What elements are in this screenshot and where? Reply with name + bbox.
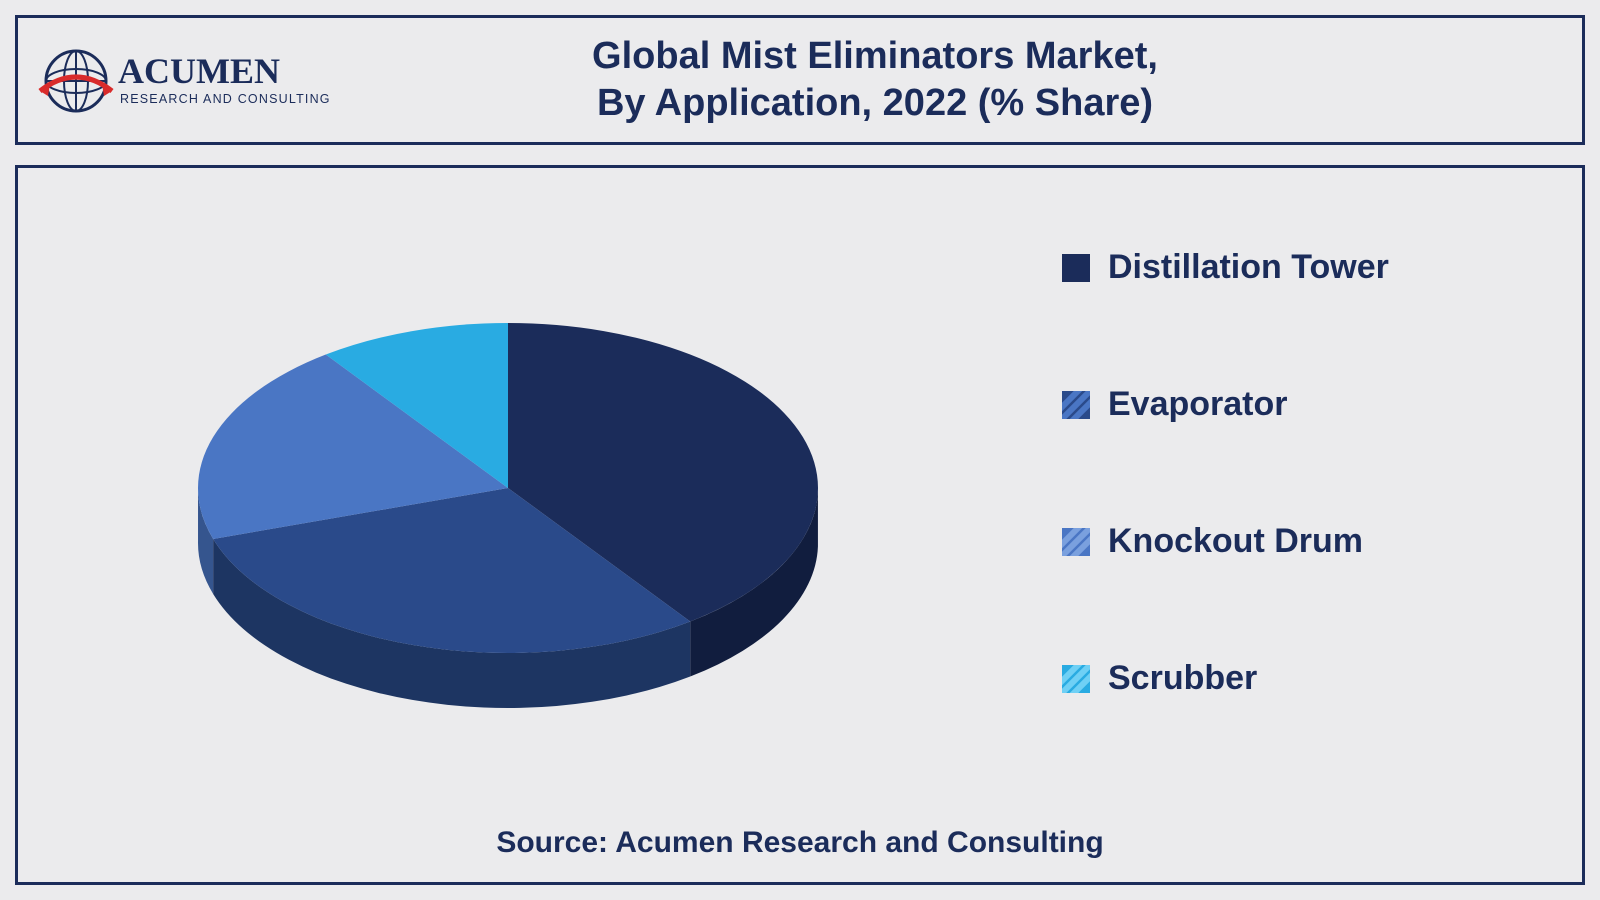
title-line-1: Global Mist Eliminators Market, [348, 33, 1402, 81]
title-line-2: By Application, 2022 (% Share) [348, 80, 1402, 128]
legend-swatch-icon [1062, 391, 1090, 419]
chart-title: Global Mist Eliminators Market, By Appli… [348, 33, 1582, 128]
logo-tagline-text: RESEARCH AND CONSULTING [120, 92, 331, 106]
legend: Distillation Tower Evaporator Knockout D… [1062, 248, 1462, 796]
legend-swatch-icon [1062, 254, 1090, 282]
legend-item: Knockout Drum [1062, 522, 1462, 561]
legend-item: Scrubber [1062, 659, 1462, 698]
acumen-logo-icon: ACUMEN RESEARCH AND CONSULTING [38, 33, 348, 128]
header-panel: ACUMEN RESEARCH AND CONSULTING Global Mi… [15, 15, 1585, 145]
source-text: Source: Acumen Research and Consulting [18, 826, 1582, 860]
legend-item: Distillation Tower [1062, 248, 1462, 287]
legend-swatch-icon [1062, 528, 1090, 556]
legend-item: Evaporator [1062, 385, 1462, 424]
legend-label: Evaporator [1108, 385, 1288, 424]
legend-label: Scrubber [1108, 659, 1257, 698]
logo-brand-text: ACUMEN [118, 51, 280, 91]
legend-swatch-icon [1062, 665, 1090, 693]
brand-logo: ACUMEN RESEARCH AND CONSULTING [38, 33, 348, 128]
pie-chart [158, 278, 858, 758]
legend-label: Knockout Drum [1108, 522, 1363, 561]
chart-panel: Distillation Tower Evaporator Knockout D… [15, 165, 1585, 885]
legend-label: Distillation Tower [1108, 248, 1389, 287]
